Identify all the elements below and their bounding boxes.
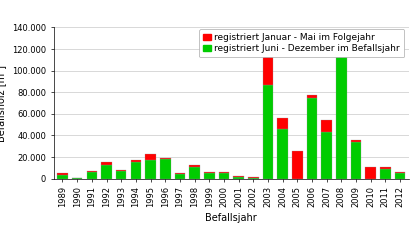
Bar: [321, 132, 332, 179]
Bar: [116, 171, 126, 179]
Bar: [101, 162, 112, 165]
Bar: [218, 173, 229, 179]
Bar: [278, 129, 288, 179]
Bar: [175, 174, 185, 179]
Bar: [145, 160, 156, 179]
Bar: [278, 118, 288, 129]
Bar: [321, 120, 332, 132]
Y-axis label: Befallsholz [m³]: Befallsholz [m³]: [0, 65, 6, 142]
Bar: [292, 150, 303, 179]
Bar: [233, 177, 244, 179]
Bar: [145, 154, 156, 160]
Bar: [380, 167, 391, 169]
Bar: [307, 98, 317, 179]
Bar: [87, 172, 97, 179]
Bar: [263, 44, 273, 85]
Bar: [204, 172, 214, 173]
Bar: [395, 172, 405, 173]
Bar: [116, 170, 126, 171]
Bar: [263, 85, 273, 179]
Bar: [336, 41, 347, 49]
Bar: [160, 158, 171, 159]
Bar: [131, 160, 141, 162]
Bar: [57, 173, 68, 175]
Bar: [175, 173, 185, 174]
Bar: [395, 173, 405, 179]
Bar: [336, 49, 347, 179]
Bar: [218, 172, 229, 173]
Bar: [87, 171, 97, 172]
Bar: [204, 173, 214, 179]
X-axis label: Befallsjahr: Befallsjahr: [205, 213, 257, 223]
Bar: [380, 169, 391, 179]
Bar: [366, 167, 376, 179]
Bar: [131, 162, 141, 179]
Bar: [351, 140, 361, 142]
Bar: [160, 159, 171, 179]
Legend: registriert Januar - Mai im Folgejahr, registriert Juni - Dezember im Befallsjah: registriert Januar - Mai im Folgejahr, r…: [199, 29, 404, 57]
Bar: [101, 165, 112, 179]
Bar: [351, 142, 361, 179]
Bar: [248, 177, 259, 178]
Bar: [307, 95, 317, 98]
Bar: [189, 165, 200, 167]
Bar: [248, 178, 259, 179]
Bar: [57, 175, 68, 179]
Bar: [189, 167, 200, 179]
